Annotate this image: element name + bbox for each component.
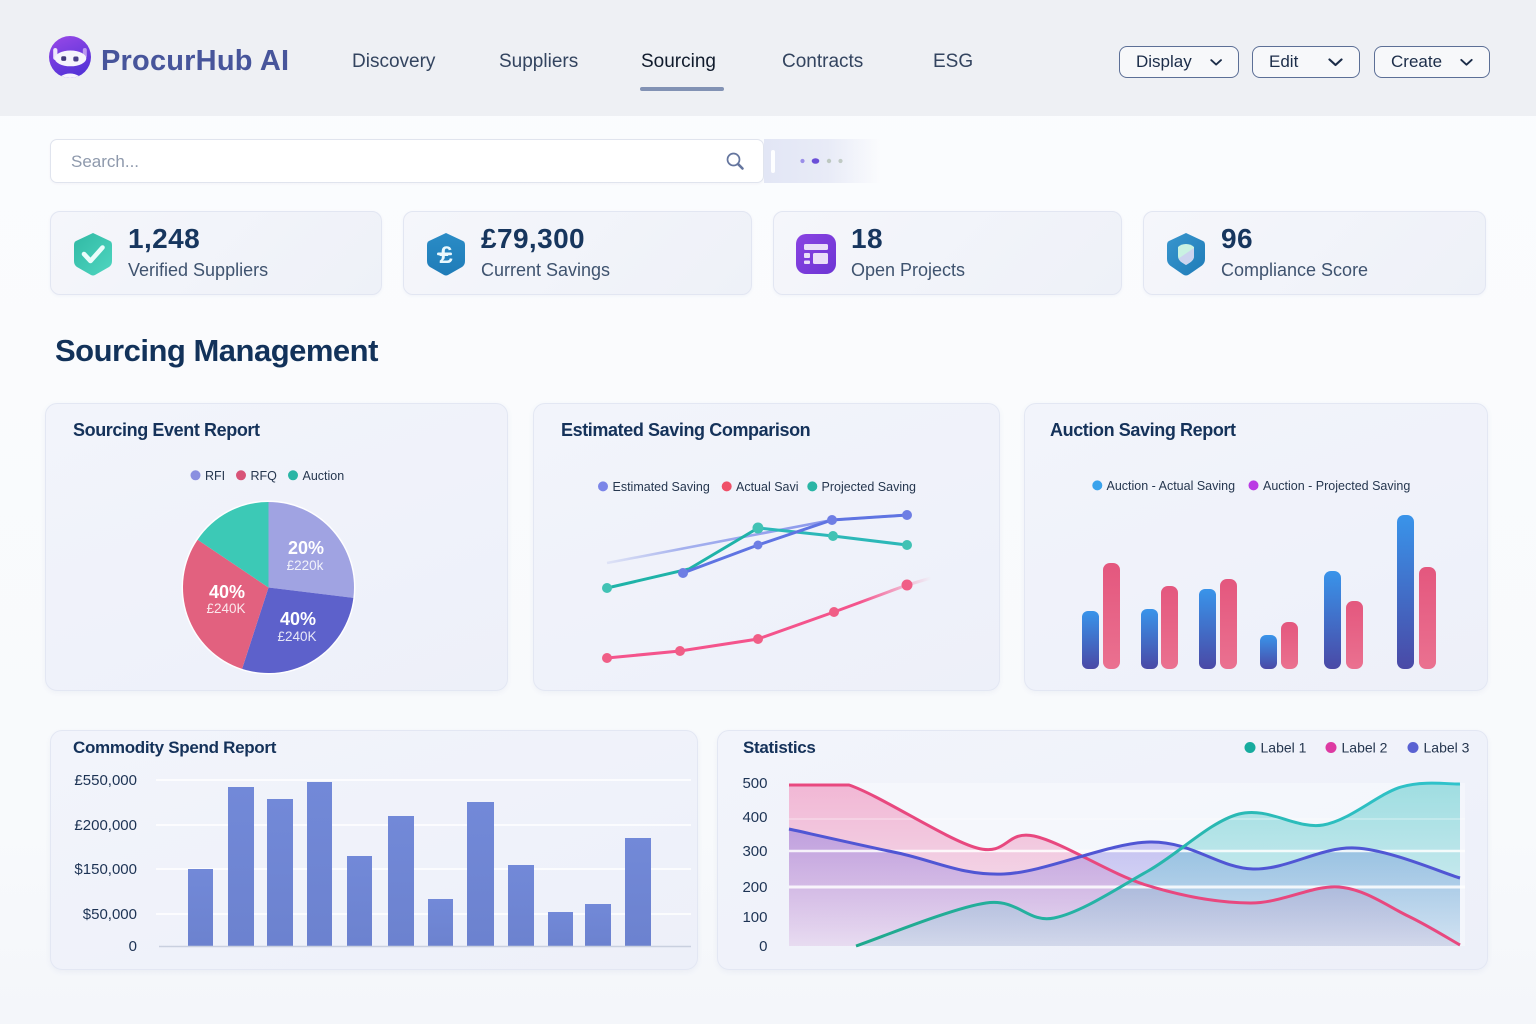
svg-text:40%: 40% <box>209 582 245 602</box>
svg-text:400: 400 <box>742 809 767 826</box>
svg-text:0: 0 <box>759 938 767 955</box>
svg-text:0: 0 <box>129 938 137 955</box>
svg-text:Estimated Saving: Estimated Saving <box>613 480 710 494</box>
svg-text:200: 200 <box>742 879 767 896</box>
svg-text:£240K: £240K <box>206 601 245 616</box>
svg-text:£: £ <box>439 242 453 269</box>
svg-text:$50,000: $50,000 <box>83 906 137 923</box>
svg-text:£200,000: £200,000 <box>74 817 137 834</box>
svg-text:40%: 40% <box>280 609 316 629</box>
svg-text:Projected Saving: Projected Saving <box>822 480 917 494</box>
svg-text:£220k: £220k <box>287 558 324 573</box>
svg-text:Label 2: Label 2 <box>1342 740 1388 756</box>
svg-text:£240K: £240K <box>277 629 316 644</box>
svg-text:Actual Savi: Actual Savi <box>736 480 799 494</box>
svg-text:Auction - Projected Saving: Auction - Projected Saving <box>1263 479 1410 493</box>
svg-text:300: 300 <box>742 843 767 860</box>
svg-text:20%: 20% <box>288 538 324 558</box>
svg-text:Label 1: Label 1 <box>1261 740 1307 756</box>
svg-text:£550,000: £550,000 <box>74 772 137 789</box>
svg-text:Label 3: Label 3 <box>1424 740 1470 756</box>
svg-text:500: 500 <box>742 775 767 792</box>
svg-text:RFQ: RFQ <box>251 469 278 483</box>
svg-text:Auction: Auction <box>303 469 345 483</box>
svg-text:100: 100 <box>742 909 767 926</box>
svg-text:Auction - Actual Saving: Auction - Actual Saving <box>1107 479 1236 493</box>
svg-text:$150,000: $150,000 <box>74 861 137 878</box>
svg-text:RFI: RFI <box>205 469 225 483</box>
